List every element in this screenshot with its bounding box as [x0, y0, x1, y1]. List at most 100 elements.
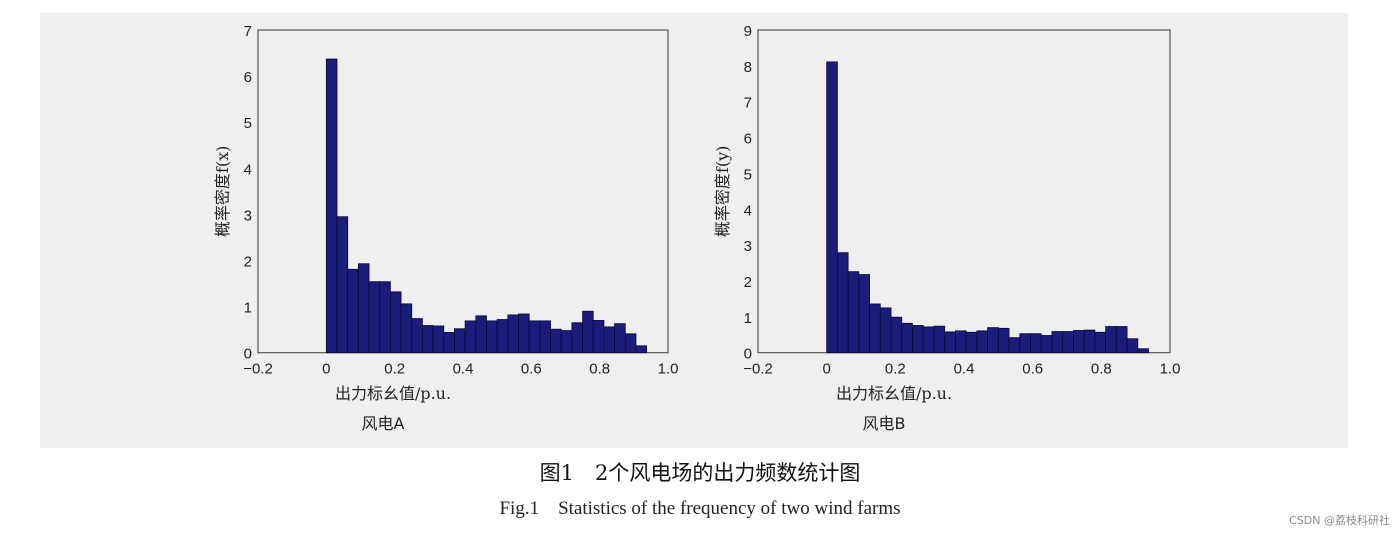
histogram-bar: [624, 333, 637, 354]
y-tick-label: 1: [244, 300, 252, 317]
histogram-bar: [325, 58, 338, 354]
histogram-bar: [539, 320, 551, 354]
histogram-bar: [1126, 338, 1139, 354]
histogram-bar: [836, 252, 849, 354]
histogram-bar: [486, 320, 498, 354]
plot-frame: [757, 29, 1171, 354]
histogram-bar: [379, 281, 391, 354]
charts: −0.2 0 0.2 0.4 0.6 0.8 1.001234567出力标幺值/p.u.风电…: [213, 23, 1181, 433]
x-tick-label: 0.6: [1022, 361, 1043, 378]
histogram-bar: [518, 313, 530, 354]
x-tick-label: 0.4: [954, 361, 975, 378]
histogram-bar: [368, 281, 381, 354]
histogram-bar: [922, 326, 935, 354]
x-tick-label: 0: [822, 361, 830, 378]
x-tick-label: 1.0: [658, 361, 679, 378]
watermark: CSDN @荔枝科研社: [1289, 514, 1390, 527]
y-axis-label: 概率密度f(y): [713, 146, 732, 237]
histogram-bar: [826, 61, 838, 354]
histogram-bar: [454, 328, 466, 354]
y-tick-label: 8: [744, 59, 752, 76]
y-tick-label: 1: [744, 310, 752, 327]
x-tick-label: 0.2: [384, 361, 405, 378]
histogram-bar: [592, 320, 605, 354]
histogram-bar: [422, 325, 434, 354]
chart-title: 风电A: [362, 414, 405, 433]
histogram-bar: [1008, 337, 1021, 354]
histogram-bar: [411, 318, 423, 354]
histogram-bar: [603, 326, 616, 354]
y-axis-label: 概率密度f(x): [213, 146, 232, 237]
y-tick-label: 9: [744, 23, 752, 40]
x-tick-label: 0.2: [885, 361, 906, 378]
histogram-bar: [944, 331, 956, 354]
y-tick-label: 0: [244, 346, 252, 363]
histogram-bar: [571, 322, 583, 354]
x-tick-label: 0: [322, 361, 330, 378]
caption-english: Fig.1 Statistics of the frequency of two…: [499, 498, 901, 519]
histogram-bar: [901, 322, 913, 354]
histogram-bar: [997, 327, 1010, 354]
x-tick-label: 0.4: [453, 361, 474, 378]
y-tick-label: 0: [744, 346, 752, 363]
histogram-bar: [635, 345, 648, 354]
y-tick-label: 6: [244, 69, 252, 86]
x-tick-label: 1.0: [1160, 361, 1181, 378]
y-tick-label: 3: [744, 238, 752, 255]
histogram-bar: [858, 274, 870, 354]
histogram-bar: [1073, 330, 1085, 354]
histogram-bar: [912, 325, 924, 354]
histogram-bar: [1030, 333, 1042, 354]
x-axis-label: 出力标幺值/p.u.: [836, 384, 952, 403]
histogram-bar: [847, 271, 860, 354]
histogram-bar: [933, 325, 946, 354]
histogram-bar: [1115, 326, 1128, 354]
y-tick-label: 7: [244, 23, 252, 40]
y-tick-label: 3: [244, 207, 252, 224]
histogram-bar: [357, 263, 370, 354]
histogram-bar: [1094, 331, 1107, 354]
histogram-bar: [507, 314, 519, 354]
histogram-bar: [965, 331, 978, 354]
y-tick-label: 5: [244, 115, 252, 132]
histogram-bar: [443, 332, 455, 354]
histogram-bar: [550, 328, 562, 354]
histogram-bar: [1137, 348, 1149, 354]
histogram-bar: [475, 315, 487, 354]
x-tick-label: 0.6: [521, 361, 542, 378]
histogram-bar: [1062, 331, 1074, 354]
histogram-bar: [879, 307, 892, 354]
histogram-bar: [400, 303, 413, 354]
histogram-bar: [890, 316, 903, 354]
histogram-bar: [1105, 326, 1117, 354]
histogram-bar: [1083, 329, 1096, 354]
y-tick-label: 6: [744, 131, 752, 148]
y-tick-label: 7: [744, 95, 752, 112]
caption-chinese: 图1 2个风电场的出力频数统计图: [539, 461, 861, 485]
histogram-bar: [389, 291, 402, 354]
x-tick-label: −0.2: [743, 361, 773, 378]
histogram-bar: [1019, 333, 1031, 354]
histogram-bar: [1040, 335, 1053, 354]
histogram-bar: [1051, 331, 1064, 354]
histogram-bar: [336, 216, 349, 354]
y-tick-label: 2: [744, 274, 752, 291]
chart-title: 风电B: [863, 414, 906, 433]
x-axis-label: 出力标幺值/p.u.: [335, 384, 451, 403]
histogram-bar: [582, 310, 594, 354]
y-tick-label: 4: [744, 202, 752, 219]
histogram-bar: [560, 330, 573, 354]
y-tick-label: 4: [244, 161, 252, 178]
x-tick-label: 0.8: [589, 361, 610, 378]
histogram-bar: [614, 323, 626, 354]
x-tick-label: −0.2: [243, 361, 273, 378]
histogram-bar: [432, 325, 445, 354]
y-tick-label: 5: [744, 166, 752, 183]
x-tick-label: 0.8: [1091, 361, 1112, 378]
histogram-bar: [976, 330, 989, 354]
histogram-bar: [869, 303, 881, 354]
y-tick-label: 2: [244, 254, 252, 271]
histogram-bar: [528, 320, 541, 354]
histogram-bar: [987, 327, 999, 354]
plot-frame: [257, 29, 669, 354]
